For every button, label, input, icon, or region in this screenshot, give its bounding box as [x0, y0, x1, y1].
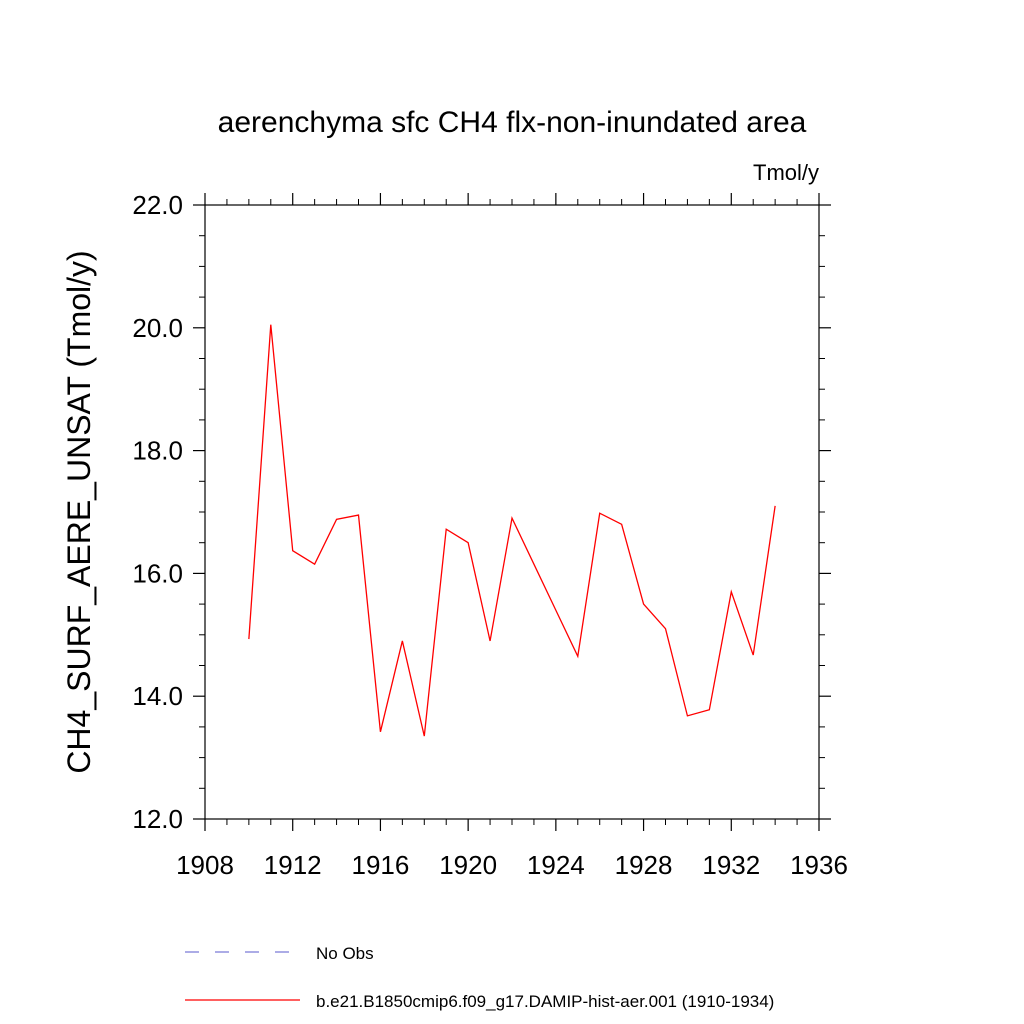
y-tick-label: 12.0	[132, 804, 183, 834]
legend-label-0: b.e21.B1850cmip6.f09_g17.DAMIP-hist-aer.…	[316, 992, 774, 1011]
x-tick-label: 1932	[702, 850, 760, 880]
x-tick-label: 1936	[790, 850, 848, 880]
y-tick-label: 22.0	[132, 190, 183, 220]
y-tick-label: 14.0	[132, 681, 183, 711]
legend-label-1: No Obs	[316, 944, 374, 963]
x-tick-label: 1916	[352, 850, 410, 880]
series-layer	[248, 324, 776, 737]
axis-ticks: 1908 1912 1916 1920 1924 1928 1932 1936 12.0 14.0…	[132, 190, 848, 880]
x-tick-label: 1920	[439, 850, 497, 880]
plot-frame	[204, 204, 820, 820]
x-tick-label: 1928	[615, 850, 673, 880]
x-tick-label: 1924	[527, 850, 585, 880]
legend: No Obs b.e21.B1850cmip6.f09_g17.DAMIP-his…	[185, 944, 774, 1011]
y-tick-label: 16.0	[132, 558, 183, 588]
units-label: Tmol/y	[753, 160, 819, 185]
series-line-0	[248, 324, 776, 737]
y-tick-label: 20.0	[132, 313, 183, 343]
y-tick-label: 18.0	[132, 436, 183, 466]
chart-title: aerenchyma sfc CH4 flx-non-inundated are…	[218, 106, 807, 139]
y-axis-label: CH4_SURF_AERE_UNSAT (Tmol/y)	[61, 250, 97, 773]
x-tick-label: 1912	[264, 850, 322, 880]
x-tick-label: 1908	[176, 850, 234, 880]
